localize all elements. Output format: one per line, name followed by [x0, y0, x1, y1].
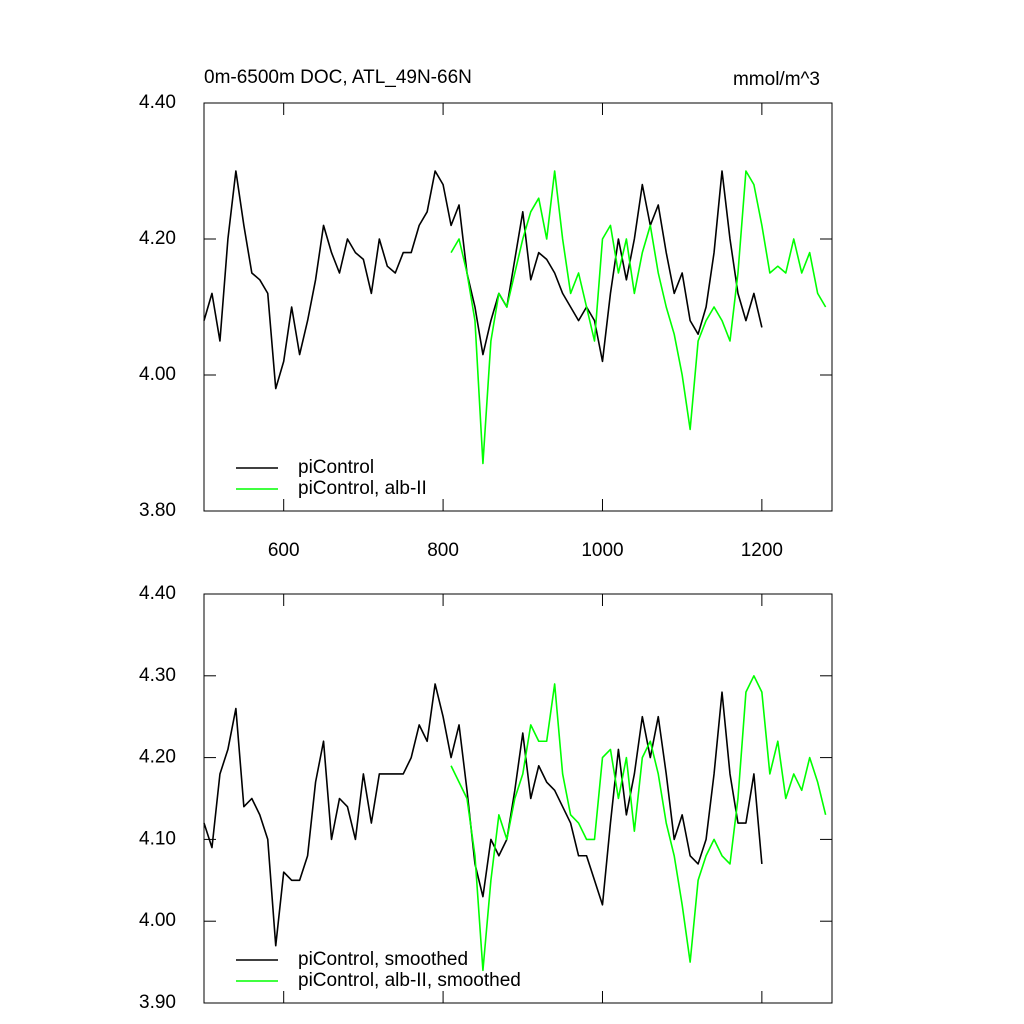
y-tick-label: 4.40: [139, 583, 176, 604]
y-tick-label: 4.00: [139, 364, 176, 385]
y-tick-label: 4.30: [139, 665, 176, 686]
plot-frame: [203, 593, 833, 1004]
y-tick-label: 4.10: [139, 828, 176, 849]
y-tick-label: 3.90: [139, 992, 176, 1013]
x-tick-label: 1000: [581, 540, 623, 561]
legend-label: piControl, smoothed: [298, 949, 468, 970]
y-tick-label: 4.40: [139, 92, 176, 113]
y-tick-label: 4.20: [139, 228, 176, 249]
legend-label: piControl, alb-II, smoothed: [298, 970, 521, 991]
y-tick-label: 4.20: [139, 747, 176, 768]
plot-frame: [203, 102, 833, 512]
legend-label: piControl: [298, 457, 374, 478]
data-line: [203, 170, 763, 390]
units-label: mmol/m^3: [733, 69, 820, 90]
y-tick-label: 3.80: [139, 500, 176, 521]
x-tick-label: 600: [268, 540, 300, 561]
data-line: [203, 683, 763, 947]
x-tick-label: 800: [427, 540, 459, 561]
legend-label: piControl, alb-II: [298, 478, 427, 499]
data-line: [450, 170, 827, 465]
chart-title: 0m-6500m DOC, ATL_49N-66N: [204, 67, 472, 88]
x-tick-label: 1200: [741, 540, 783, 561]
y-tick-label: 4.00: [139, 910, 176, 931]
data-line: [450, 675, 827, 972]
